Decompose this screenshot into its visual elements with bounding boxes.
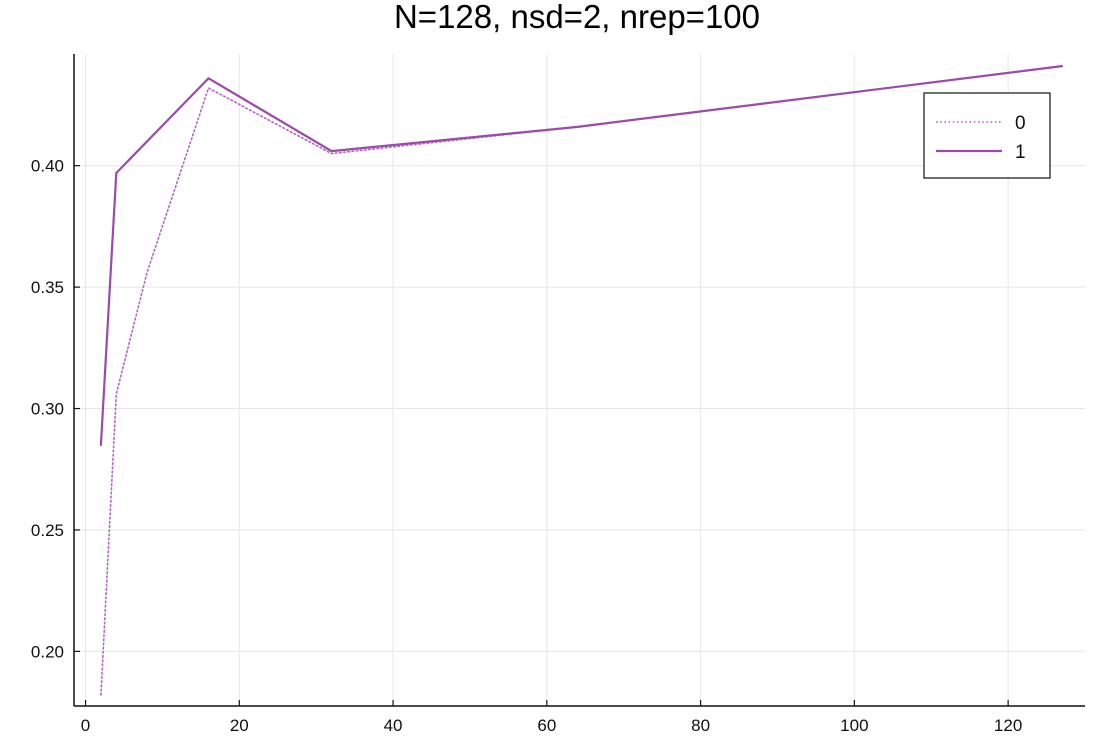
legend-label-1: 1 [1015, 142, 1026, 163]
x-tick-label-2: 40 [384, 716, 403, 735]
legend-box [923, 92, 1051, 179]
y-tick-label-1: 0.25 [31, 521, 64, 540]
chart-title: N=128, nsd=2, nrep=100 [394, 0, 760, 35]
x-tick-label-1: 20 [230, 716, 249, 735]
series-line-1 [99, 65, 1064, 447]
x-tick-label-0: 0 [81, 716, 90, 735]
legend-label-0: 0 [1015, 113, 1026, 134]
legend: 01 [923, 92, 1051, 179]
x-tick-label-6: 120 [994, 716, 1022, 735]
x-tick-label-3: 60 [537, 716, 556, 735]
y-tick-label-2: 0.30 [31, 400, 64, 419]
grid [74, 54, 1085, 706]
y-tick-label-0: 0.20 [31, 642, 64, 661]
axes [73, 54, 1085, 707]
series [99, 65, 1064, 696]
y-tick-label-4: 0.40 [31, 157, 64, 176]
tick-labels: 0 20 40 60 80 100 120 0.20 0.25 0.30 0.35 0.40 [31, 157, 1022, 735]
x-tick-label-5: 100 [840, 716, 868, 735]
y-tick-label-3: 0.35 [31, 278, 64, 297]
x-tick-label-4: 80 [691, 716, 710, 735]
series-line-0 [100, 65, 1063, 696]
